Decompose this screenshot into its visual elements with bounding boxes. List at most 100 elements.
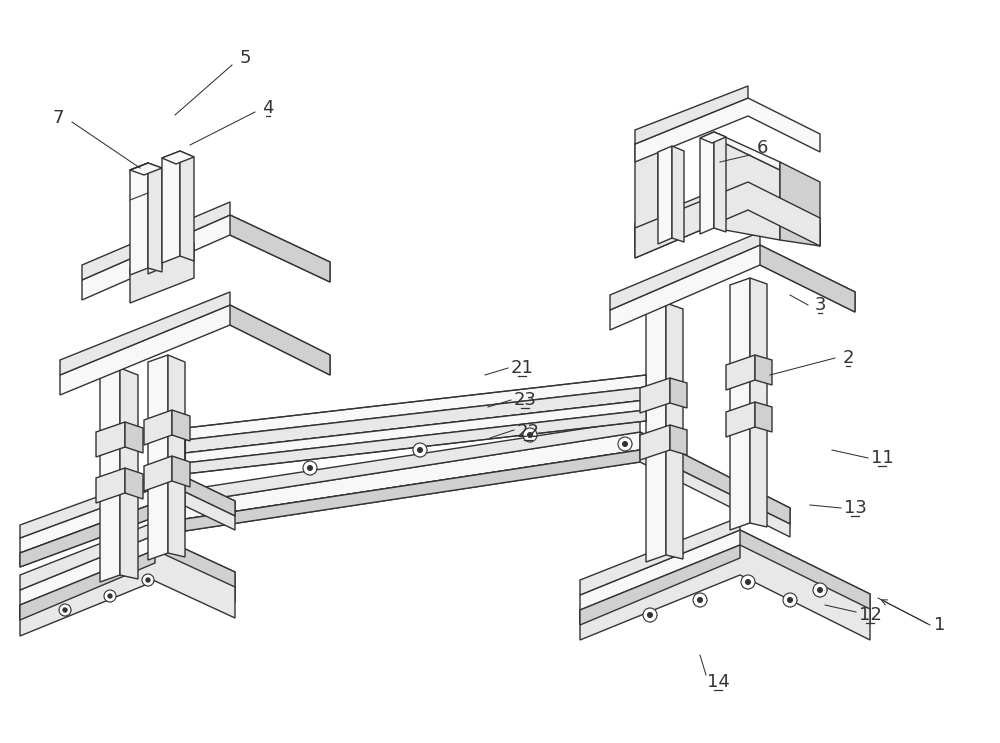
Polygon shape (580, 545, 740, 625)
Polygon shape (760, 245, 855, 312)
Polygon shape (748, 190, 820, 246)
Polygon shape (20, 492, 235, 567)
Text: 12: 12 (859, 606, 881, 624)
Polygon shape (635, 144, 658, 248)
Polygon shape (185, 387, 646, 453)
Polygon shape (168, 355, 185, 557)
Polygon shape (60, 292, 230, 375)
Polygon shape (730, 278, 750, 530)
Polygon shape (148, 163, 162, 272)
Polygon shape (755, 355, 772, 385)
Text: 3: 3 (814, 296, 826, 314)
Polygon shape (700, 132, 714, 234)
Polygon shape (230, 305, 330, 375)
Polygon shape (580, 530, 870, 625)
Polygon shape (646, 303, 666, 562)
Polygon shape (580, 545, 870, 640)
Polygon shape (780, 162, 820, 246)
Polygon shape (230, 215, 330, 282)
Text: 11: 11 (871, 449, 893, 467)
Polygon shape (130, 163, 148, 275)
Polygon shape (700, 132, 726, 143)
Circle shape (418, 447, 422, 452)
Polygon shape (185, 375, 646, 440)
Polygon shape (610, 245, 855, 330)
Polygon shape (750, 278, 767, 527)
Polygon shape (148, 355, 168, 560)
Polygon shape (714, 138, 780, 240)
Polygon shape (82, 202, 230, 280)
Text: 2: 2 (842, 349, 854, 367)
Polygon shape (670, 378, 687, 408)
Polygon shape (185, 477, 235, 516)
Polygon shape (580, 517, 740, 595)
Text: 5: 5 (239, 49, 251, 67)
Polygon shape (635, 182, 820, 258)
Polygon shape (162, 151, 180, 263)
Polygon shape (155, 535, 235, 602)
Polygon shape (185, 450, 640, 531)
Circle shape (63, 608, 67, 612)
Polygon shape (148, 237, 162, 274)
Text: 6: 6 (756, 139, 768, 157)
Circle shape (308, 466, 312, 470)
Polygon shape (640, 378, 670, 413)
Text: 4: 4 (262, 99, 274, 117)
Circle shape (788, 597, 792, 603)
Polygon shape (172, 410, 190, 441)
Polygon shape (658, 146, 672, 244)
Polygon shape (185, 432, 790, 524)
Polygon shape (610, 232, 760, 310)
Polygon shape (120, 368, 138, 579)
Polygon shape (20, 477, 235, 553)
Polygon shape (60, 305, 330, 395)
Circle shape (746, 580, 750, 585)
Polygon shape (726, 402, 755, 437)
Text: 14: 14 (707, 673, 729, 691)
Polygon shape (20, 535, 235, 620)
Polygon shape (635, 177, 748, 238)
Circle shape (146, 578, 150, 582)
Circle shape (523, 428, 537, 442)
Polygon shape (640, 432, 790, 524)
Circle shape (813, 583, 827, 597)
Polygon shape (82, 215, 330, 300)
Polygon shape (96, 422, 125, 457)
Polygon shape (20, 550, 235, 636)
Text: 1: 1 (934, 616, 946, 634)
Text: 23: 23 (514, 391, 536, 409)
Polygon shape (20, 465, 185, 538)
Circle shape (643, 608, 657, 622)
Polygon shape (96, 468, 125, 503)
Polygon shape (20, 492, 185, 567)
Polygon shape (185, 410, 646, 474)
Polygon shape (726, 355, 755, 390)
Polygon shape (670, 425, 687, 455)
Circle shape (693, 593, 707, 607)
Circle shape (108, 594, 112, 598)
Circle shape (648, 612, 652, 617)
Circle shape (618, 437, 632, 451)
Polygon shape (640, 425, 670, 460)
Polygon shape (172, 456, 190, 487)
Text: 22: 22 (516, 423, 540, 441)
Polygon shape (100, 368, 120, 582)
Circle shape (741, 575, 755, 589)
Polygon shape (130, 243, 194, 303)
Circle shape (104, 590, 116, 602)
Polygon shape (20, 522, 155, 590)
Polygon shape (125, 468, 143, 499)
Polygon shape (130, 163, 162, 175)
Polygon shape (714, 132, 726, 232)
Polygon shape (755, 402, 772, 432)
Polygon shape (672, 146, 684, 242)
Circle shape (528, 432, 532, 438)
Circle shape (818, 588, 822, 592)
Polygon shape (185, 450, 790, 537)
Text: 13: 13 (844, 499, 866, 517)
Polygon shape (635, 86, 748, 144)
Polygon shape (666, 303, 683, 559)
Polygon shape (162, 151, 194, 164)
Circle shape (413, 443, 427, 457)
Polygon shape (635, 190, 820, 258)
